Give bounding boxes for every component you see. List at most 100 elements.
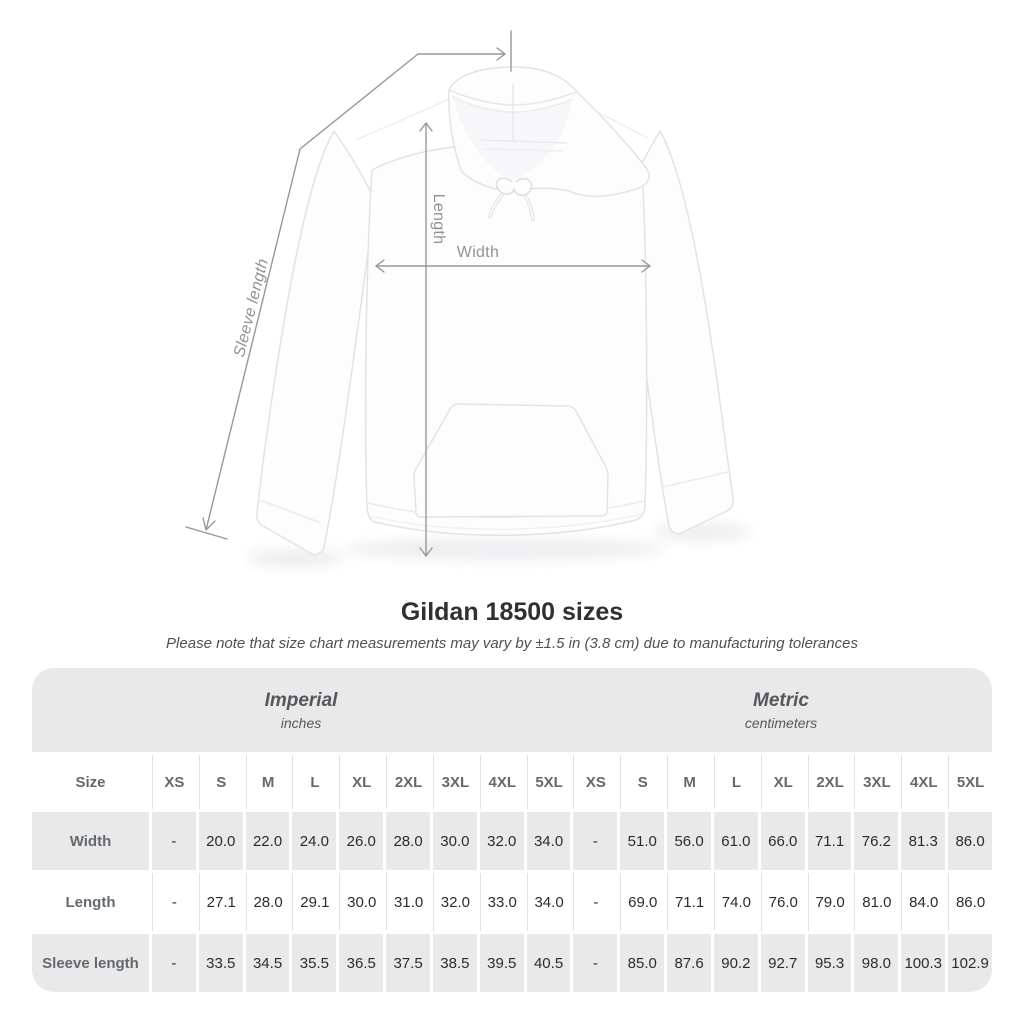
metric-value-cell: 102.9 <box>948 934 992 992</box>
metric-value-cell: 86.0 <box>948 812 992 870</box>
metric-size-header: 2XL <box>807 755 852 809</box>
right-cuff-seam <box>662 471 729 488</box>
row-label: Sleeve length <box>32 934 149 992</box>
metric-value-cell: 85.0 <box>620 934 665 992</box>
metric-value-cell: 95.3 <box>807 934 852 992</box>
imperial-value-cell: 32.0 <box>479 812 524 870</box>
metric-value-cell: 90.2 <box>713 934 758 992</box>
metric-size-header: M <box>667 755 711 809</box>
size-column-header: Size <box>32 755 149 809</box>
drawstrings <box>488 177 535 221</box>
imperial-value-cell: 35.5 <box>292 934 337 992</box>
metric-value-cell: 76.2 <box>854 812 899 870</box>
imperial-value-cell: 29.1 <box>292 873 337 931</box>
hood-cross-stitch <box>483 148 563 152</box>
unit-band: Imperial inches Metric centimeters <box>32 668 992 752</box>
imperial-value-cell: - <box>152 934 196 992</box>
metric-value-cell: 98.0 <box>854 934 899 992</box>
imperial-value-cell: 28.0 <box>245 873 290 931</box>
imperial-value-cell: 33.5 <box>198 934 243 992</box>
size-table: Imperial inches Metric centimeters Size X… <box>32 668 992 992</box>
metric-size-header: S <box>620 755 665 809</box>
imperial-value-cell: 28.0 <box>386 812 430 870</box>
imperial-value-cell: 38.5 <box>432 934 477 992</box>
imperial-value-cell: 34.0 <box>526 812 571 870</box>
hoodie-illustration <box>185 30 750 567</box>
metric-size-header: 3XL <box>854 755 899 809</box>
metric-size-header: XL <box>760 755 805 809</box>
imperial-value-cell: 34.0 <box>526 873 571 931</box>
metric-value-cell: 71.1 <box>667 873 711 931</box>
metric-value-cell: 61.0 <box>713 812 758 870</box>
imperial-value-cell: 27.1 <box>198 873 243 931</box>
imperial-unit-label: inches <box>280 714 322 731</box>
metric-value-cell: - <box>573 812 618 870</box>
hood-rim-stitch <box>451 96 574 113</box>
hood-rim <box>448 89 577 106</box>
metric-value-cell: 71.1 <box>807 812 852 870</box>
imperial-value-cell: 34.5 <box>245 934 290 992</box>
metric-value-cell: - <box>573 873 618 931</box>
imperial-value-cell: - <box>152 812 196 870</box>
metric-value-cell: 79.0 <box>807 873 852 931</box>
imperial-value-cell: 22.0 <box>245 812 290 870</box>
metric-unit-label: centimeters <box>744 714 818 731</box>
metric-value-cell: 81.0 <box>854 873 899 931</box>
metric-value-cell: 100.3 <box>901 934 946 992</box>
left-shoulder-seam <box>355 97 453 141</box>
hem-seam-2 <box>369 513 644 531</box>
imperial-value-cell: 36.5 <box>339 934 384 992</box>
width-measure-label: Width <box>456 244 500 261</box>
imperial-size-header: 3XL <box>432 755 477 809</box>
imperial-value-cell: 40.5 <box>526 934 571 992</box>
metric-value-cell: 92.7 <box>760 934 805 992</box>
metric-group-header: Metric centimeters <box>570 668 992 752</box>
hood-cross-seam <box>478 139 568 144</box>
imperial-value-cell: 32.0 <box>432 873 477 931</box>
length-arrow <box>419 122 433 557</box>
metric-value-cell: 69.0 <box>620 873 665 931</box>
imperial-size-header: XS <box>152 755 196 809</box>
left-cuff-seam <box>259 499 322 524</box>
metric-value-cell: 56.0 <box>667 812 711 870</box>
metric-value-cell: 66.0 <box>760 812 805 870</box>
length-measure-label: Length <box>430 193 447 245</box>
imperial-size-header: 5XL <box>526 755 571 809</box>
metric-value-cell: 51.0 <box>620 812 665 870</box>
metric-value-cell: 86.0 <box>948 873 992 931</box>
metric-value-cell: 76.0 <box>760 873 805 931</box>
row-label: Width <box>32 812 149 870</box>
imperial-value-cell: 30.0 <box>432 812 477 870</box>
sleeve-length-arrow <box>185 30 512 540</box>
imperial-value-cell: 37.5 <box>386 934 430 992</box>
imperial-value-cell: - <box>152 873 196 931</box>
row-label: Length <box>32 873 149 931</box>
imperial-size-header: M <box>245 755 290 809</box>
imperial-size-header: 4XL <box>479 755 524 809</box>
imperial-size-header: S <box>198 755 243 809</box>
imperial-value-cell: 20.0 <box>198 812 243 870</box>
imperial-value-cell: 30.0 <box>339 873 384 931</box>
metric-size-header: 5XL <box>948 755 992 809</box>
metric-size-header: L <box>713 755 758 809</box>
metric-label: Metric <box>753 689 809 711</box>
left-sleeve <box>256 130 374 556</box>
imperial-value-cell: 33.0 <box>479 873 524 931</box>
imperial-group-header: Imperial inches <box>32 668 570 752</box>
imperial-size-header: L <box>292 755 337 809</box>
metric-value-cell: 87.6 <box>667 934 711 992</box>
imperial-value-cell: 31.0 <box>386 873 430 931</box>
metric-value-cell: 81.3 <box>901 812 946 870</box>
tolerance-note: Please note that size chart measurements… <box>166 635 858 652</box>
imperial-value-cell: 24.0 <box>292 812 337 870</box>
imperial-size-header: XL <box>339 755 384 809</box>
width-arrow <box>375 259 651 273</box>
metric-value-cell: - <box>573 934 618 992</box>
imperial-value-cell: 26.0 <box>339 812 384 870</box>
imperial-label: Imperial <box>264 689 338 711</box>
metric-value-cell: 84.0 <box>901 873 946 931</box>
metric-size-header: 4XL <box>901 755 946 809</box>
kangaroo-pocket <box>413 403 609 518</box>
page-title: Gildan 18500 sizes <box>400 598 624 626</box>
